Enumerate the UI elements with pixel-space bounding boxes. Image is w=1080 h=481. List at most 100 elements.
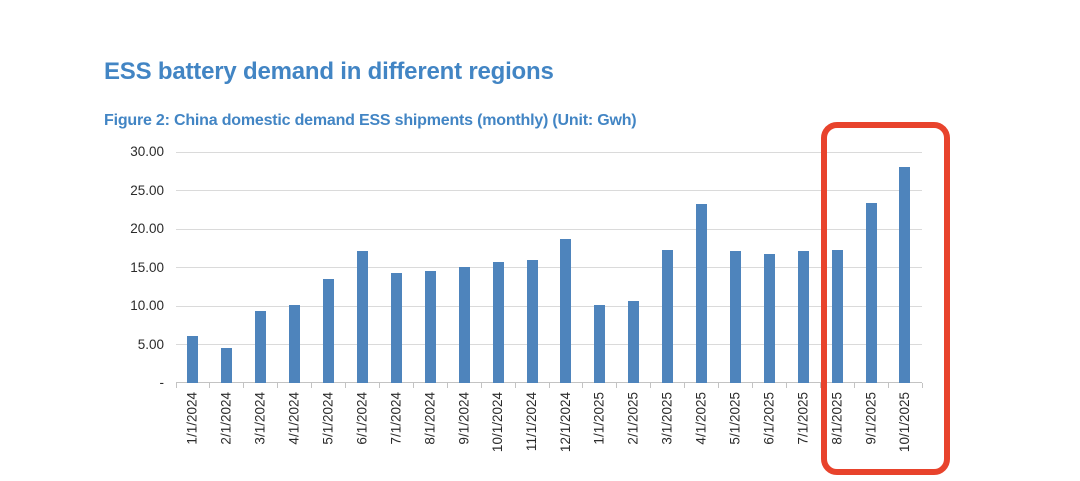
x-axis-tick — [819, 383, 821, 388]
bar-series — [176, 152, 922, 383]
y-gridline — [176, 267, 922, 268]
x-axis-label: 5/1/2025 — [727, 392, 743, 445]
x-axis-tick — [718, 383, 720, 388]
x-axis-tick — [311, 383, 313, 388]
bar-cell — [786, 152, 820, 383]
x-axis-tick — [785, 383, 787, 388]
x-axis-label: 1/1/2025 — [591, 392, 607, 445]
bar-cell — [346, 152, 380, 383]
x-axis-label: 6/1/2024 — [354, 392, 370, 445]
bar — [526, 259, 538, 383]
bar — [390, 272, 402, 383]
bar — [696, 204, 708, 383]
bar-cell — [278, 152, 312, 383]
bar — [221, 348, 233, 383]
x-axis-label: 5/1/2024 — [320, 392, 336, 445]
bar — [797, 250, 809, 383]
x-axis-label: 3/1/2025 — [659, 392, 675, 445]
bar-cell — [549, 152, 583, 383]
bar — [458, 266, 470, 383]
y-axis-label: 20.00 — [130, 221, 164, 236]
bar-cell — [379, 152, 413, 383]
x-axis-label: 4/1/2025 — [693, 392, 709, 445]
y-gridline — [176, 228, 922, 230]
x-axis-tick — [751, 383, 753, 388]
bar — [763, 254, 775, 383]
x-axis-tick — [446, 383, 448, 388]
y-gridline — [176, 151, 922, 153]
x-axis-label: 11/1/2024 — [524, 392, 540, 452]
y-gridline — [176, 305, 922, 307]
x-axis-tick — [853, 383, 855, 388]
bar-cell — [176, 152, 210, 383]
bar — [424, 270, 436, 383]
bar-cell — [854, 152, 888, 383]
y-axis-label: 10.00 — [130, 298, 164, 313]
bar-cell — [820, 152, 854, 383]
y-gridline — [176, 344, 922, 345]
y-axis-label: 30.00 — [130, 144, 164, 159]
x-axis-tick — [684, 383, 686, 388]
bar-cell — [413, 152, 447, 383]
x-axis-tick — [277, 383, 279, 388]
x-axis-tick — [175, 383, 177, 388]
x-axis-label: 9/1/2024 — [456, 392, 472, 445]
y-axis-label: 5.00 — [137, 336, 164, 352]
x-axis-label: 6/1/2025 — [761, 392, 777, 445]
bar-cell — [481, 152, 515, 383]
x-axis-tick — [209, 383, 211, 388]
x-axis-tick — [887, 383, 889, 388]
x-axis-tick — [378, 383, 380, 388]
bar-cell — [752, 152, 786, 383]
bar — [899, 167, 911, 383]
bar — [662, 249, 674, 383]
x-axis-tick — [514, 383, 516, 388]
x-axis-tick — [412, 383, 414, 388]
bar — [492, 262, 504, 383]
x-axis-tick — [650, 383, 652, 388]
highlight-box — [821, 122, 950, 475]
x-axis-label: 8/1/2024 — [422, 392, 438, 445]
bar-cell — [719, 152, 753, 383]
bar-cell — [244, 152, 278, 383]
x-axis-label: 7/1/2025 — [795, 392, 811, 445]
bar-cell — [651, 152, 685, 383]
bar — [560, 239, 572, 383]
bar-cell — [210, 152, 244, 383]
bar — [356, 250, 368, 383]
bar — [729, 250, 741, 383]
x-axis-tick — [921, 383, 923, 388]
x-axis-label: 2/1/2024 — [218, 392, 234, 445]
bar-chart-plot-area: - 5.00 10.00 15.00 20.00 25.00 30.00 1/1/2024 2/… — [130, 145, 923, 452]
bar — [865, 202, 877, 383]
bar-cell — [888, 152, 922, 383]
x-axis-tick — [345, 383, 347, 388]
bar — [594, 305, 606, 383]
x-axis-tick — [480, 383, 482, 388]
page-title: ESS battery demand in different regions — [104, 58, 554, 85]
x-axis-label: 10/1/2024 — [490, 392, 506, 453]
y-axis-label: - — [159, 375, 165, 390]
x-axis-line — [176, 382, 922, 383]
x-axis-tick — [582, 383, 584, 388]
bar — [831, 249, 843, 383]
bar-cell — [312, 152, 346, 383]
x-axis-label: 2/1/2025 — [625, 392, 641, 445]
figure-caption: Figure 2: China domestic demand ESS ship… — [104, 112, 637, 129]
bar — [255, 311, 267, 383]
bar-cell — [447, 152, 481, 383]
x-axis-tick — [548, 383, 550, 388]
x-axis-label: 4/1/2024 — [286, 392, 302, 445]
bar-cell — [515, 152, 549, 383]
bar — [187, 336, 199, 383]
y-axis-label: 15.00 — [130, 259, 164, 275]
x-axis-label: 7/1/2024 — [388, 392, 404, 445]
x-axis-label: 12/1/2024 — [557, 392, 573, 453]
bar-cell — [583, 152, 617, 383]
x-axis-tick — [616, 383, 618, 388]
bar — [289, 305, 301, 383]
bar — [628, 300, 640, 383]
y-gridline — [176, 190, 922, 191]
bar-cell — [685, 152, 719, 383]
